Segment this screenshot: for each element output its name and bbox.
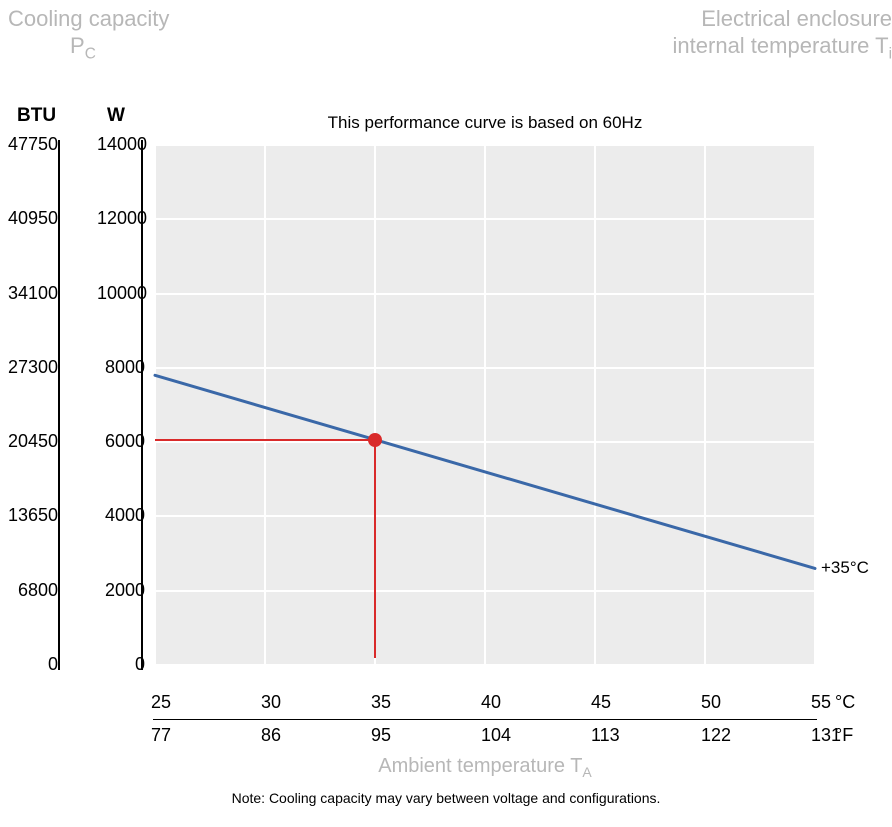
curve-label: +35°C — [821, 558, 869, 578]
performance-curve — [0, 0, 892, 827]
